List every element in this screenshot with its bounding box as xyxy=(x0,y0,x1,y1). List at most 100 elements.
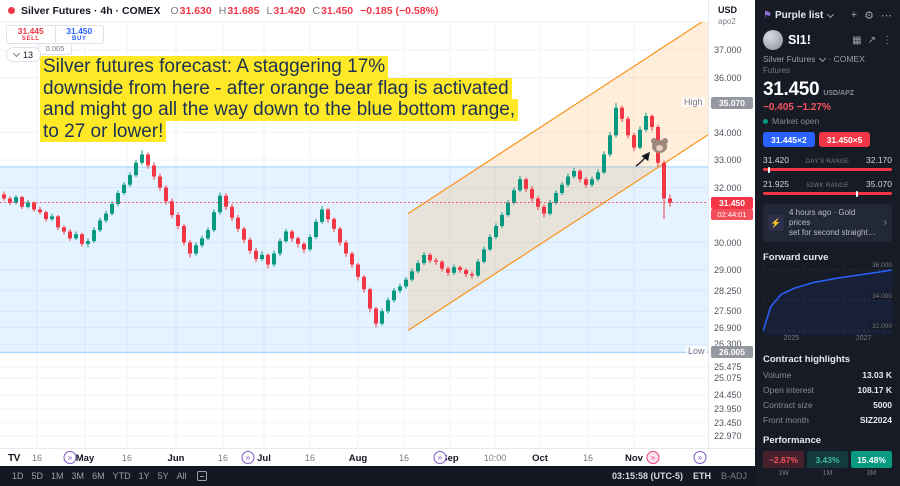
range-5d[interactable]: 5D xyxy=(31,471,44,481)
range-5y[interactable]: 5Y xyxy=(157,471,169,481)
bid-button[interactable]: 31.445×2 xyxy=(763,132,815,147)
time-tick: 16 xyxy=(217,453,229,463)
time-tick: 16 xyxy=(31,453,43,463)
range-6m[interactable]: 6M xyxy=(92,471,105,481)
quote-unit: USD/APZ xyxy=(823,90,855,97)
sell-price: 31.445 xyxy=(17,25,44,36)
ask-button[interactable]: 31.450×5 xyxy=(818,132,871,147)
indicators-count: 13 xyxy=(23,49,34,60)
buy-price: 31.450 xyxy=(66,25,93,36)
current-price-badge: 31.450 xyxy=(711,196,753,209)
52wk-range-bar xyxy=(763,190,892,197)
chart-text-annotation[interactable]: Silver futures forecast: A staggering 17… xyxy=(40,56,519,142)
range-ytd[interactable]: YTD xyxy=(112,471,131,481)
day-range-marker xyxy=(768,166,771,173)
timeline-jump-marker[interactable]: » xyxy=(693,451,707,464)
range-high-label: High xyxy=(682,97,705,108)
price-axis-mode[interactable]: apo2 xyxy=(718,17,736,26)
news-line2: set for second straight… xyxy=(789,228,876,237)
timeline-jump-marker[interactable]: » xyxy=(241,451,255,464)
symbol-exchange: COMEX xyxy=(828,54,865,64)
settings-gear-icon[interactable]: ⚙ xyxy=(864,9,874,22)
chevron-down-icon[interactable] xyxy=(827,10,835,18)
symbol-logo xyxy=(763,30,783,50)
symbol-title[interactable]: Silver Futures · 4h · COMEX xyxy=(21,4,161,17)
price-axis[interactable]: USD apo2 37.000 36.000 34.000 33.000 32.000 3… xyxy=(708,0,755,448)
more-options-icon[interactable]: ⋯ xyxy=(881,9,892,22)
price-tick: 22.970 xyxy=(714,430,742,441)
day-high: 32.170 xyxy=(866,155,892,165)
price-axis-currency[interactable]: USD xyxy=(718,5,738,15)
price-tick: 29.000 xyxy=(714,265,742,275)
candles xyxy=(2,103,672,328)
open-popup-icon[interactable]: ↗ xyxy=(867,34,876,46)
time-tick: 16 xyxy=(121,453,133,463)
time-axis[interactable]: TV 16 May 16 Jun 16 Jul 16 Aug 16 Sep 10:00 Oct 16 No… xyxy=(0,448,755,466)
chevron-right-icon: › xyxy=(883,217,887,229)
forward-curve-y-tick: 34.000 xyxy=(870,292,892,300)
price-tick: 27.500 xyxy=(714,306,742,317)
indicators-collapse-pill[interactable]: 13 xyxy=(6,47,42,62)
symbol-name: Silver Futures xyxy=(763,54,816,64)
timeline-jump-marker[interactable]: » xyxy=(433,451,447,464)
performance-title: Performance xyxy=(763,435,822,446)
clock-timestamp[interactable]: 03:15:58 (UTC-5) xyxy=(611,471,683,481)
price-tick: 25.075 xyxy=(714,372,742,383)
52wk-high: 35.070 xyxy=(866,179,892,189)
annotation-line: and might go all the way down to the blu… xyxy=(40,99,519,121)
watchlist-grid-icon[interactable]: ▦ xyxy=(852,34,862,46)
contract-row: Open interest 108.17 K xyxy=(763,385,892,395)
performance-value-3m: 15.48% xyxy=(851,451,892,468)
symbol-ticker[interactable]: SI1! xyxy=(788,33,811,47)
live-indicator-dot xyxy=(8,7,15,14)
market-open-dot xyxy=(763,118,768,124)
range-1y[interactable]: 1Y xyxy=(138,471,150,481)
sell-button[interactable]: 31.445 SELL xyxy=(6,25,56,44)
ohlc-open: O31.630 xyxy=(170,4,212,17)
watchlist-title[interactable]: Purple list xyxy=(774,9,824,21)
ohlc-low: L31.420 xyxy=(266,4,306,17)
price-change: −0.185 (−0.58%) xyxy=(360,4,439,17)
price-tick: 30.000 xyxy=(714,237,742,248)
adjustment-toggle[interactable]: B-ADJ xyxy=(720,471,747,481)
annotation-line: Silver futures forecast: A staggering 17… xyxy=(40,56,389,78)
forward-curve-svg xyxy=(762,269,893,335)
symbol-name-row[interactable]: Silver Futures COMEX xyxy=(763,54,892,64)
date-range-settings-icon[interactable] xyxy=(196,471,207,481)
price-tick: 28.250 xyxy=(714,285,742,296)
session-toggle[interactable]: ETH xyxy=(692,471,711,481)
range-3m[interactable]: 3M xyxy=(71,471,85,481)
tradingview-logo[interactable]: TV xyxy=(8,453,20,464)
bear-muzzle xyxy=(656,145,663,151)
range-all[interactable]: All xyxy=(176,471,187,481)
day-range-bar xyxy=(763,166,892,173)
sell-label: SELL xyxy=(21,36,40,43)
range-1m[interactable]: 1M xyxy=(51,471,64,481)
bear-emoji[interactable] xyxy=(651,138,668,153)
time-tick: May xyxy=(75,453,95,464)
price-tick: 36.000 xyxy=(714,72,742,83)
buy-button[interactable]: 31.450 BUY xyxy=(55,25,104,44)
performance-value-1w: −2.67% xyxy=(763,451,804,468)
time-tick: 16 xyxy=(304,453,316,463)
timeline-jump-marker[interactable]: » xyxy=(63,451,77,464)
kebab-menu-icon[interactable]: ⋮ xyxy=(882,34,892,46)
buy-sell-widget: 31.445 SELL 31.450 BUY 0.005 xyxy=(6,25,104,55)
timeline-jump-marker[interactable]: » xyxy=(646,451,660,464)
news-item[interactable]: ⚡ 4 hours ago · Gold prices set for seco… xyxy=(763,204,892,242)
forward-curve-x-tick: 2025 xyxy=(783,335,800,342)
price-tick: 34.000 xyxy=(714,127,742,138)
price-tick: 32.000 xyxy=(714,182,742,193)
forward-curve-y-tick: 32.000 xyxy=(870,323,892,330)
market-status: Market open xyxy=(763,116,892,126)
performance-period-3m: 3M xyxy=(866,470,877,477)
forward-curve-y-tick: 36.000 xyxy=(870,262,892,269)
add-symbol-icon[interactable]: + xyxy=(850,8,858,21)
time-tick: Jun xyxy=(167,453,185,464)
range-low-label: Low xyxy=(686,346,707,357)
spread-value: 0.005 xyxy=(38,43,72,55)
price-tick: 25.475 xyxy=(714,361,742,372)
range-1d[interactable]: 1D xyxy=(12,471,24,481)
candlestick-chart[interactable] xyxy=(0,22,708,448)
